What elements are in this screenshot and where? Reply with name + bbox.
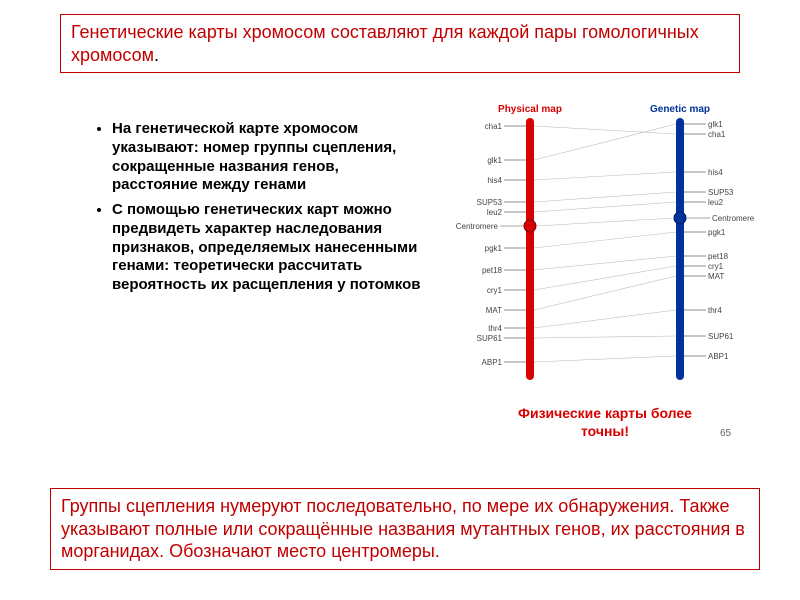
bullet-list-container: На генетической карте хромосом указывают… [92, 120, 422, 301]
physical-gene-label: his4 [487, 176, 502, 185]
top-summary-text: Генетические карты хромосом составляют д… [71, 22, 699, 65]
genetic-gene-label: pgk1 [708, 228, 726, 237]
chromosome-map-diagram: Physical map Genetic map Centromere Centrom… [440, 100, 770, 470]
genetic-gene-label: thr4 [708, 306, 722, 315]
physical-gene-label: MAT [486, 306, 502, 315]
genetic-bar [676, 118, 684, 380]
genetic-centromere [674, 212, 686, 224]
physical-gene-label: pet18 [482, 266, 503, 275]
genetic-gene-label: glk1 [708, 120, 723, 129]
physical-gene-label: leu2 [487, 208, 503, 217]
genetic-centromere-label: Centromere [712, 214, 755, 223]
bullet-item-2: С помощью генетических карт можно предви… [112, 201, 422, 295]
physical-map-title: Physical map [498, 104, 562, 115]
diagram-caption-2: точны! [581, 423, 629, 439]
genetic-gene-label: ABP1 [708, 352, 729, 361]
genetic-gene-label: leu2 [708, 198, 724, 207]
genetic-gene-label: MAT [708, 272, 724, 281]
genetic-map-title: Genetic map [650, 104, 710, 115]
physical-gene-label: SUP53 [477, 198, 503, 207]
physical-gene-label: glk1 [487, 156, 502, 165]
physical-gene-label: cha1 [485, 122, 503, 131]
genetic-gene-label: cha1 [708, 130, 726, 139]
physical-gene-label: cry1 [487, 286, 503, 295]
physical-bar [526, 118, 534, 380]
physical-gene-label: ABP1 [482, 358, 503, 367]
physical-centromere [524, 220, 536, 232]
top-summary-box: Генетические карты хромосом составляют д… [60, 14, 740, 73]
genetic-gene-label: SUP61 [708, 332, 734, 341]
genetic-gene-label: SUP53 [708, 188, 734, 197]
physical-gene-label: SUP61 [477, 334, 503, 343]
physical-centromere-label: Centromere [456, 222, 499, 231]
genetic-gene-label: cry1 [708, 262, 724, 271]
genetic-gene-label: pet18 [708, 252, 729, 261]
bottom-summary-text: Группы сцепления нумеруют последовательн… [61, 496, 745, 561]
bottom-summary-box: Группы сцепления нумеруют последовательн… [50, 488, 760, 570]
physical-gene-label: pgk1 [485, 244, 503, 253]
diagram-caption-1: Физические карты более [518, 405, 692, 421]
top-summary-dot: . [154, 45, 159, 65]
page-number: 65 [720, 428, 732, 439]
genetic-gene-label: his4 [708, 168, 723, 177]
bullet-item-1: На генетической карте хромосом указывают… [112, 120, 422, 195]
bullet-list: На генетической карте хромосом указывают… [92, 120, 422, 295]
physical-gene-label: thr4 [488, 324, 502, 333]
